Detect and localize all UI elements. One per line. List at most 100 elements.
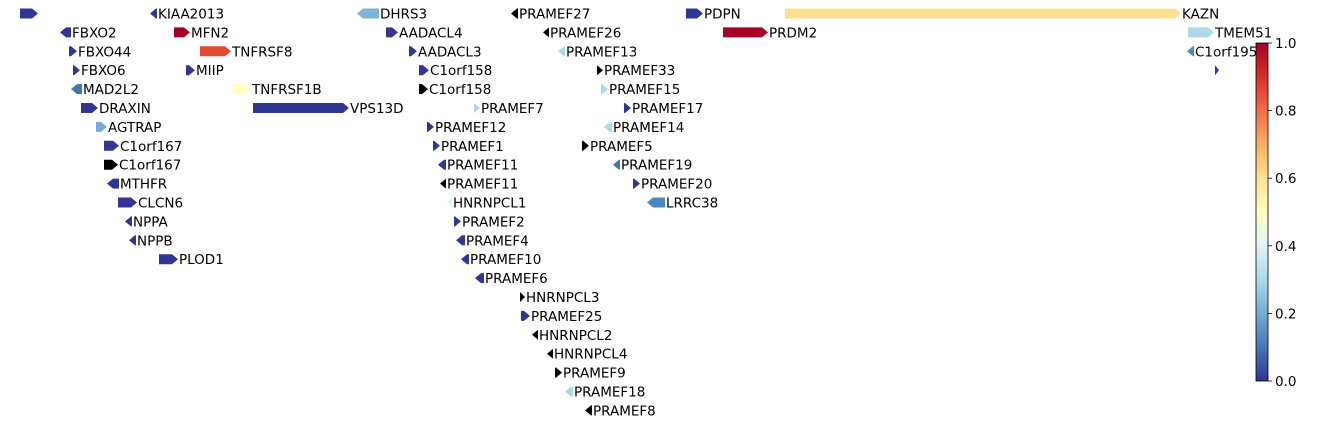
gene-arrow xyxy=(386,27,398,38)
gene-arrow xyxy=(60,27,71,38)
gene-label: TMEM51 xyxy=(1214,25,1272,41)
gene-arrow xyxy=(69,46,77,57)
gene-label: PRAMEF18 xyxy=(574,385,645,401)
gene-arrow xyxy=(511,8,518,19)
gene-arrow xyxy=(409,46,417,57)
gene-label: PRAMEF33 xyxy=(604,63,675,79)
gene-label: PRAMEF15 xyxy=(609,82,680,98)
gene-label: MAD2L2 xyxy=(83,82,139,98)
gene-label: NPPB xyxy=(137,233,173,249)
gene-label: PRAMEF25 xyxy=(531,309,602,325)
gene-label: VPS13D xyxy=(350,101,404,117)
gene-label: PRDM2 xyxy=(769,25,817,41)
gene-label: KIAA2013 xyxy=(158,7,224,23)
gene-label: C1orf167 xyxy=(119,158,181,174)
gene-arrow xyxy=(1187,46,1194,57)
gene-arrow xyxy=(558,46,565,57)
gene-arrow xyxy=(520,292,525,302)
gene-label: FBXO6 xyxy=(81,63,126,79)
gene-label: AGTRAP xyxy=(108,120,161,136)
gene-arrow xyxy=(475,273,484,284)
gene-label: MFN2 xyxy=(191,25,229,41)
gene-arrow xyxy=(647,197,665,208)
gene-label: PRAMEF6 xyxy=(485,271,548,287)
gene-label: LRRC38 xyxy=(666,196,718,212)
gene-arrow xyxy=(427,121,434,132)
colorbar-tick-label: 1.0 xyxy=(1275,36,1296,52)
gene-arrow xyxy=(585,405,592,416)
gene-arrow xyxy=(118,197,137,208)
gene-arrow xyxy=(73,65,80,76)
gene-label: FBXO44 xyxy=(78,44,131,60)
colorbar-tick-label: 0.2 xyxy=(1275,306,1296,322)
gene-label: PRAMEF10 xyxy=(470,252,541,268)
colorbar-tick-label: 0.8 xyxy=(1275,104,1296,120)
gene-label: PRAMEF8 xyxy=(593,403,656,419)
gene-label: PRAMEF5 xyxy=(590,139,653,155)
gene-arrow xyxy=(159,254,178,265)
gene-arrow xyxy=(555,367,562,378)
gene-label: AADACL3 xyxy=(418,44,482,60)
gene-arrow xyxy=(532,329,538,340)
gene-arrow xyxy=(20,8,38,19)
gene-arrow xyxy=(447,197,452,208)
gene-arrow xyxy=(253,103,349,113)
gene-label: PRAMEF20 xyxy=(641,177,712,193)
gene-arrow xyxy=(624,103,631,113)
gene-arrow xyxy=(433,140,440,151)
gene-arrow xyxy=(582,140,589,151)
gene-arrow xyxy=(107,178,119,189)
gene-arrow xyxy=(233,84,251,95)
gene-arrow xyxy=(71,84,82,95)
gene-label: HNRNPCL2 xyxy=(539,328,612,344)
gene-arrow xyxy=(419,65,429,76)
gene-arrow xyxy=(1188,27,1214,38)
gene-arrow xyxy=(186,65,195,76)
gene-label: HNRNPCL4 xyxy=(554,347,627,363)
gene-arrow xyxy=(438,159,446,170)
gene-label: PRAMEF7 xyxy=(481,101,544,117)
gene-label: PLOD1 xyxy=(179,252,224,268)
gene-label: DRAXIN xyxy=(99,101,151,117)
colorbar-ticks: 0.0 0.2 0.4 0.6 0.8 1.0 xyxy=(1268,36,1296,390)
gene-label: NPPA xyxy=(133,214,169,230)
gene-label: KAZN xyxy=(1182,7,1219,23)
gene-label: PRAMEF9 xyxy=(563,366,626,382)
colorbar-tick-label: 0.0 xyxy=(1275,374,1296,390)
gene-label: PRAMEF13 xyxy=(566,44,637,60)
gene-label: C1orf167 xyxy=(120,139,182,155)
gene-label: PRAMEF27 xyxy=(519,7,590,23)
gene-label: HNRNPCL3 xyxy=(526,290,599,306)
gene-label: TNFRSF8 xyxy=(231,44,292,60)
gene-label: PRAMEF14 xyxy=(613,120,684,136)
gene-label: MTHFR xyxy=(120,177,167,193)
gene-arrow xyxy=(125,216,132,227)
gene-arrow xyxy=(456,235,465,246)
gene-label: PRAMEF11 xyxy=(447,177,518,193)
gene-arrow xyxy=(474,103,480,113)
gene-arrow xyxy=(357,8,379,19)
gene-label: PRAMEF17 xyxy=(632,101,703,117)
gene-arrow xyxy=(104,140,119,151)
gene-label: CLCN6 xyxy=(138,196,183,212)
colorbar-gradient xyxy=(1255,42,1269,382)
gene-arrow xyxy=(200,46,231,57)
genes-layer: KIAA2013 DHRS3 PRAMEF27 PDPN KAZN FBXO2 MFN2 AA… xyxy=(20,7,1272,419)
gene-label: HNRNPCL1 xyxy=(453,196,526,212)
gene-label: DHRS3 xyxy=(380,7,427,23)
gene-label: PRAMEF12 xyxy=(435,120,506,136)
gene-arrow xyxy=(565,386,573,397)
gene-arrow xyxy=(601,84,608,95)
gene-arrow xyxy=(597,65,603,76)
gene-arrow xyxy=(150,8,157,19)
colorbar: 0.0 0.2 0.4 0.6 0.8 1.0 xyxy=(1255,36,1296,390)
gene-arrow xyxy=(96,121,107,132)
gene-label: PRAMEF11 xyxy=(447,158,518,174)
colorbar-tick-label: 0.4 xyxy=(1275,239,1296,255)
gene-arrow xyxy=(613,159,620,170)
gene-arrow xyxy=(543,27,549,38)
colorbar-tick-label: 0.6 xyxy=(1275,171,1296,187)
gene-arrow xyxy=(1215,65,1219,76)
gene-label: PRAMEF19 xyxy=(621,158,692,174)
gene-label: PDPN xyxy=(704,7,741,23)
